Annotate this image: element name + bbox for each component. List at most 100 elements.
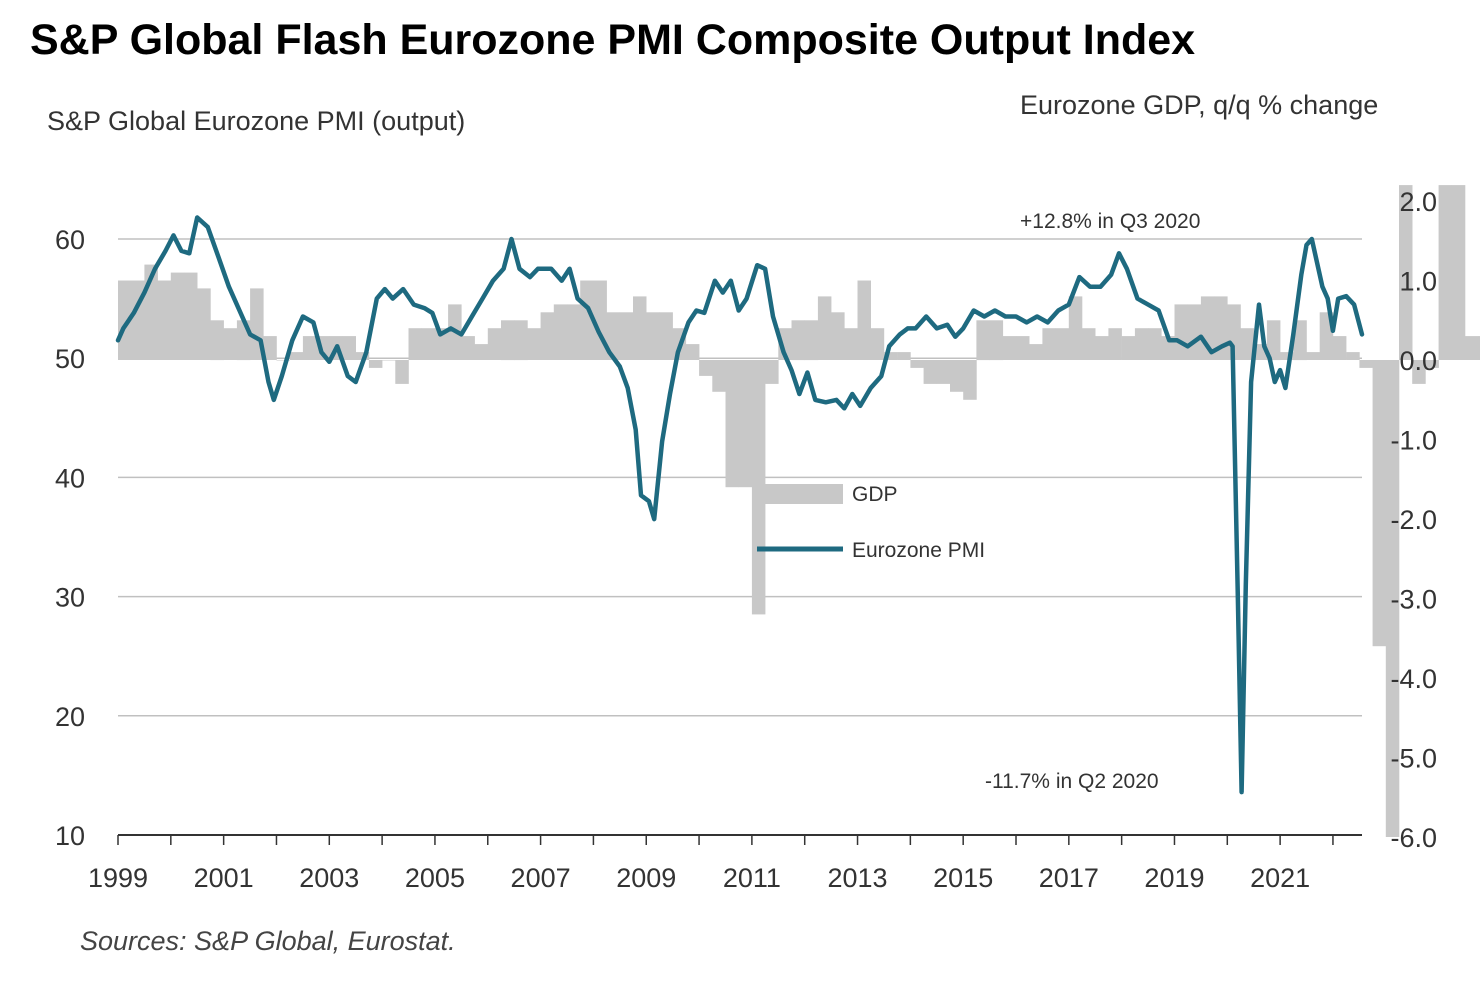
x-tick-label: 2007 xyxy=(511,863,571,893)
gdp-bar xyxy=(1332,336,1347,360)
axes: 10 20 30 40 50 60 -6.0 -5.0 -4.0 -3.0 -2.0 -1.0 0.0 1… xyxy=(55,187,1437,893)
gdp-bar xyxy=(421,328,436,360)
gdp-bar xyxy=(408,328,422,360)
gdp-bar xyxy=(857,280,871,360)
legend-swatch-gdp xyxy=(757,484,843,504)
gdp-bar xyxy=(804,320,819,361)
gdp-bar xyxy=(514,320,528,361)
gdp-bar xyxy=(1121,336,1136,360)
x-tick-label: 2013 xyxy=(827,863,887,893)
sources-note: Sources: S&P Global, Eurostat. xyxy=(80,926,456,956)
right-tick-label: -2.0 xyxy=(1390,505,1437,535)
x-tick-label: 2005 xyxy=(405,863,465,893)
gdp-bar xyxy=(1029,344,1043,360)
gdp-bar xyxy=(646,312,660,360)
gdp-bar xyxy=(263,336,277,360)
gdp-bar xyxy=(567,304,581,360)
gdp-bar xyxy=(1055,328,1070,360)
gdp-bar xyxy=(289,352,304,360)
gdp-bar xyxy=(1108,328,1122,360)
gdp-bar xyxy=(791,320,805,361)
x-tick-label: 2009 xyxy=(616,863,676,893)
gdp-bar xyxy=(897,352,911,360)
gdp-bar xyxy=(950,360,964,392)
gdp-bar xyxy=(976,320,990,361)
gdp-bar xyxy=(540,312,555,360)
gdp-bar xyxy=(461,336,475,360)
left-axis-label: S&P Global Eurozone PMI (output) xyxy=(47,106,466,136)
gdp-bar xyxy=(1280,352,1294,360)
gdp-bar xyxy=(633,296,647,360)
left-tick-label: 10 xyxy=(55,821,85,851)
right-tick-label: -1.0 xyxy=(1390,426,1437,456)
legend: GDP Eurozone PMI xyxy=(757,483,985,562)
gdp-bar xyxy=(619,312,634,360)
gdp-bar xyxy=(685,344,700,360)
annotation-q2-2020: -11.7% in Q2 2020 xyxy=(985,770,1159,793)
gdp-bar xyxy=(699,360,713,376)
annotation-q3-2020: +12.8% in Q3 2020 xyxy=(1020,210,1200,233)
gdp-bar xyxy=(1174,304,1188,360)
gdp-bar xyxy=(1042,328,1056,360)
right-tick-label: -3.0 xyxy=(1390,585,1437,615)
chart-title: S&P Global Flash Eurozone PMI Composite … xyxy=(30,16,1196,64)
gdp-bar xyxy=(1438,185,1453,360)
gdp-bar xyxy=(1240,328,1254,360)
gdp-bar xyxy=(501,320,515,361)
x-tick-label: 2021 xyxy=(1250,863,1310,893)
gdp-bar xyxy=(936,360,951,384)
gdp-bar xyxy=(765,360,779,384)
gdp-bar xyxy=(355,352,370,360)
gdp-bar xyxy=(844,328,858,360)
x-tick-label: 2001 xyxy=(194,863,254,893)
gdp-bar xyxy=(223,328,238,360)
gdp-bar xyxy=(989,320,1004,361)
left-tick-label: 60 xyxy=(55,225,85,255)
left-tick-label: 30 xyxy=(55,583,85,613)
right-tick-label: -6.0 xyxy=(1390,823,1437,853)
right-tick-label: 0.0 xyxy=(1399,346,1437,376)
gdp-bar xyxy=(276,360,290,361)
gdp-bar xyxy=(527,328,541,360)
gdp-bar xyxy=(395,360,409,384)
gdp-bar xyxy=(553,304,568,360)
gdp-bar xyxy=(1266,320,1281,361)
gdp-bar xyxy=(1293,320,1307,361)
left-tick-label: 50 xyxy=(55,344,85,374)
gdp-bar xyxy=(184,272,198,360)
gdp-bar xyxy=(923,360,938,384)
gdp-bar xyxy=(118,280,132,360)
gdp-bar xyxy=(963,360,977,400)
gdp-bar xyxy=(1187,304,1202,360)
gdp-bar xyxy=(302,336,317,360)
gdp-bar xyxy=(197,288,211,360)
right-tick-label: -4.0 xyxy=(1390,664,1437,694)
legend-label-gdp: GDP xyxy=(852,483,898,506)
gdp-bar xyxy=(1016,336,1030,360)
right-tick-label: 1.0 xyxy=(1399,267,1437,297)
gdp-bar xyxy=(1478,336,1480,360)
gdp-bars xyxy=(118,185,1480,837)
gdp-bar xyxy=(382,360,396,361)
gdp-bar xyxy=(1385,360,1400,837)
gdp-bar xyxy=(1372,360,1387,647)
gdp-bar xyxy=(910,360,924,368)
gdp-bar xyxy=(1399,185,1413,360)
gdp-bar xyxy=(157,280,172,360)
x-tick-label: 2011 xyxy=(723,863,781,893)
gdp-bar xyxy=(1082,328,1096,360)
right-axis-label: Eurozone GDP, q/q % change xyxy=(1020,90,1379,120)
gdp-bar xyxy=(883,352,898,360)
gdp-bar xyxy=(738,360,753,488)
x-tick-label: 2003 xyxy=(299,863,359,893)
gdp-bar xyxy=(1095,336,1109,360)
gdp-bar xyxy=(725,360,739,488)
gdp-bar xyxy=(1412,360,1426,384)
left-tick-label: 20 xyxy=(55,702,85,732)
gdp-bar xyxy=(434,328,449,360)
gdp-bar xyxy=(1134,328,1149,360)
gdp-bar xyxy=(870,328,885,360)
right-tick-label: -5.0 xyxy=(1390,744,1437,774)
gdp-bar xyxy=(210,320,224,361)
